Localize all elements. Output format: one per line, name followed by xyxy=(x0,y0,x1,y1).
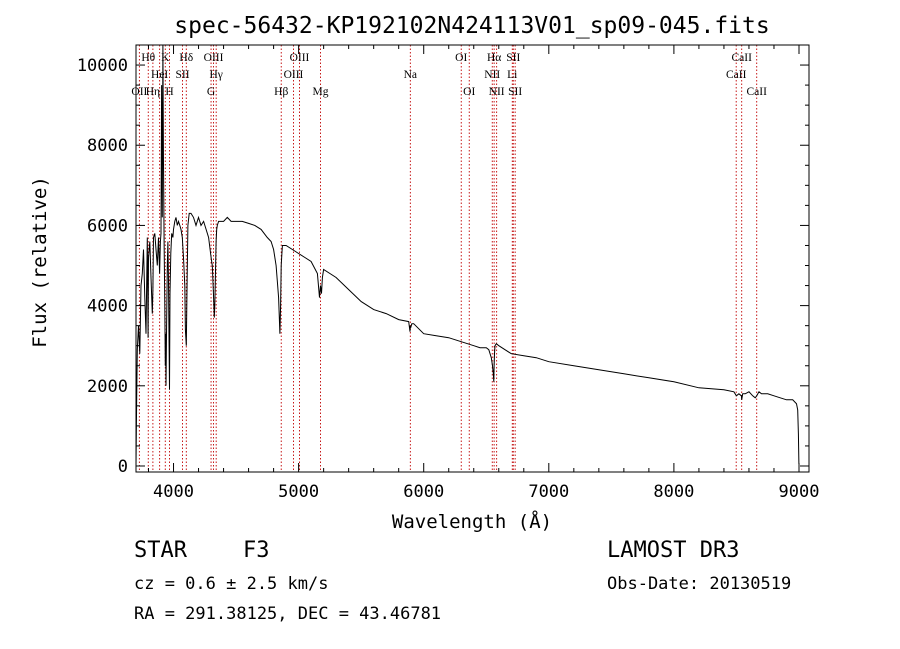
line-label-5: H xyxy=(165,86,173,98)
line-label-1: Hθ xyxy=(141,52,155,64)
y-tick-label-1: 2000 xyxy=(87,377,128,397)
line-label-0: OII xyxy=(131,86,147,98)
y-tick-label-3: 6000 xyxy=(87,216,128,236)
coordinates: RA = 291.38125, DEC = 43.46781 xyxy=(134,604,442,624)
x-tick-label-2: 6000 xyxy=(403,482,444,502)
spectrum-line xyxy=(135,44,800,467)
x-tick-label-1: 5000 xyxy=(278,482,319,502)
line-label-6: SII xyxy=(176,69,190,81)
line-label-15: Na xyxy=(404,69,417,81)
y-tick-label-4: 8000 xyxy=(87,136,128,156)
line-label-7: Hδ xyxy=(179,52,193,64)
object-class: STAR xyxy=(134,538,187,563)
line-label-18: NII xyxy=(484,69,500,81)
line-label-17: OI xyxy=(463,86,475,98)
y-tick-label-0: 0 xyxy=(118,457,128,477)
y-tick-label-5: 10000 xyxy=(77,56,128,76)
y-axis-label: Flux (relative) xyxy=(29,176,51,348)
line-label-3: HeI xyxy=(151,69,168,81)
line-label-12: OIII xyxy=(284,69,304,81)
line-label-16: OI xyxy=(455,52,467,64)
line-label-22: SII xyxy=(506,52,520,64)
x-axis-label: Wavelength (Å) xyxy=(392,510,552,533)
x-tick-label-5: 9000 xyxy=(779,482,820,502)
line-label-26: CaII xyxy=(746,86,767,98)
obs-date: Obs-Date: 20130519 xyxy=(607,574,792,594)
line-label-20: NII xyxy=(489,86,505,98)
line-label-4: K xyxy=(161,52,170,64)
line-label-2: Hη xyxy=(146,86,160,98)
line-label-21: Li xyxy=(507,69,517,81)
x-axis-ticks: 4000 5000 6000 7000 8000 9000 xyxy=(148,45,820,502)
y-axis-ticks: 0 2000 4000 6000 8000 10000 xyxy=(77,56,809,477)
y-tick-label-2: 4000 xyxy=(87,297,128,317)
chart-title: spec-56432-KP192102N424113V01_sp09-045.f… xyxy=(174,13,769,39)
spectral-line-markers xyxy=(138,45,758,472)
x-tick-label-4: 8000 xyxy=(653,482,694,502)
line-label-13: OIII xyxy=(290,52,310,64)
line-label-9: OIII xyxy=(204,52,224,64)
x-tick-label-0: 4000 xyxy=(153,482,194,502)
survey-name: LAMOST DR3 xyxy=(607,538,740,563)
line-label-11: Hβ xyxy=(274,86,288,98)
line-label-8: G xyxy=(207,86,215,98)
plot-frame xyxy=(135,44,810,473)
line-label-14: Mg xyxy=(313,86,329,98)
spectral-line-labels: OIIHθHηHeIKHSIIHδGOIIIHγHβOIIIOIIIMgNaOI… xyxy=(131,52,767,98)
line-label-23: SII xyxy=(508,86,522,98)
subclass: F3 xyxy=(243,538,270,563)
line-label-25: CaII xyxy=(731,52,752,64)
redshift-value: cz = 0.6 ± 2.5 km/s xyxy=(134,574,329,594)
line-label-10: Hγ xyxy=(209,69,222,81)
x-tick-label-3: 7000 xyxy=(528,482,569,502)
line-label-19: Hα xyxy=(487,52,501,64)
line-label-24: CaII xyxy=(726,69,747,81)
